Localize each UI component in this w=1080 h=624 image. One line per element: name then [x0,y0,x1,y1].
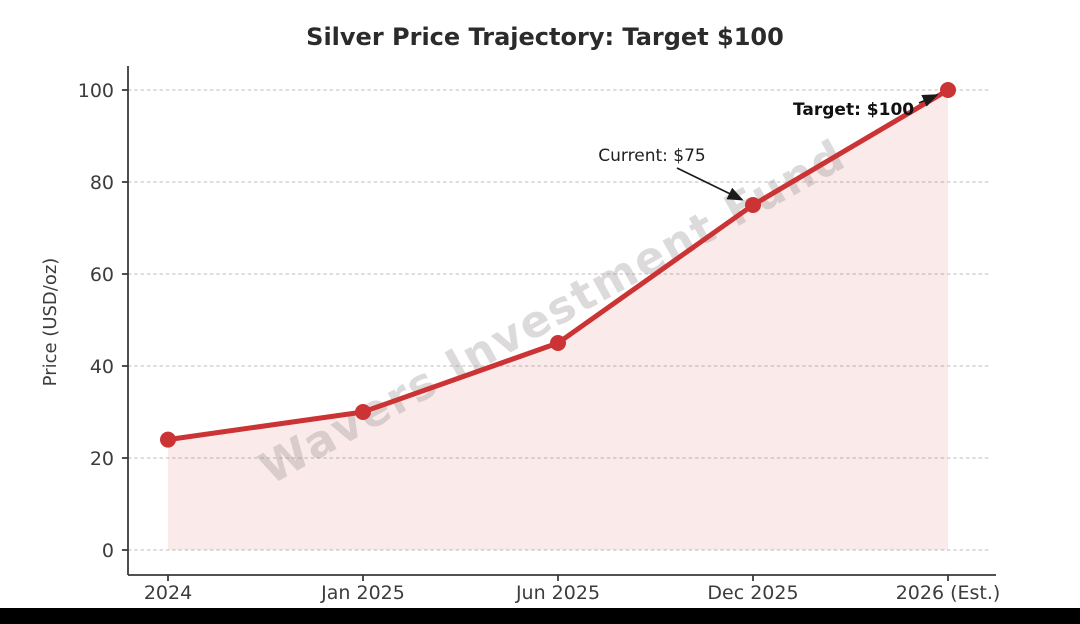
data-point-Jun 2025 [550,335,566,351]
data-point-Jan 2025 [355,404,371,420]
x-tick-label-jun2025: Jun 2025 [515,582,600,604]
annotation-arrow-1 [918,94,939,107]
annotation-target-price: Target: $100 [793,100,914,120]
gridline-layer [128,89,990,551]
chart-title: Silver Price Trajectory: Target $100 [306,23,784,51]
x-tick-label-2026est: 2026 (Est.) [896,582,1001,604]
y-axis-label: Price (USD/oz) [40,258,61,387]
bottom-letterbox-bar [0,608,1080,624]
y-tick-label-80: 80 [90,172,114,194]
tick-mark-layer [122,89,949,581]
data-point-2024 [160,431,176,448]
annotation-arrow-layer [676,94,939,201]
series-layer [160,82,956,448]
annotation-arrow-0 [676,167,744,201]
silver-price-chart: Wavers Investment Fund Silver Price Traj… [40,23,1001,604]
annotation-current-price: Current: $75 [598,146,705,166]
data-point-Dec 2025 [745,197,761,213]
data-point-2026 (Est.) [940,82,956,98]
chart-canvas: Wavers Investment Fund Silver Price Traj… [40,23,1001,604]
y-tick-label-40: 40 [90,356,114,378]
y-tick-label-0: 0 [102,540,114,562]
x-tick-label-jan2025: Jan 2025 [320,582,405,604]
y-tick-label-60: 60 [90,264,114,286]
x-tick-label-dec2025: Dec 2025 [707,582,798,604]
y-tick-label-20: 20 [90,448,114,470]
y-tick-label-100: 100 [78,80,114,102]
x-tick-label-2024: 2024 [144,582,192,604]
